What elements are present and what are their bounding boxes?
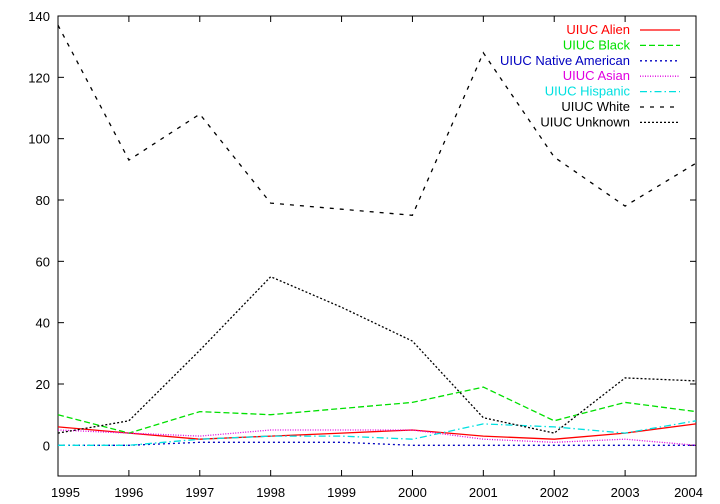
y-tick-label: 80	[36, 193, 50, 208]
legend-label: UIUC Black	[563, 37, 631, 52]
x-tick-label: 2004	[674, 485, 703, 500]
series-line-uiuc-native-american	[58, 441, 696, 446]
y-tick-label: 140	[28, 9, 50, 24]
x-tick-label: 1996	[114, 485, 143, 500]
legend-label: UIUC Asian	[563, 68, 630, 83]
x-tick-label: 1998	[256, 485, 285, 500]
y-tick-label: 20	[36, 377, 50, 392]
y-tick-label: 100	[28, 132, 50, 147]
series-lines	[57, 24, 697, 446]
x-tick-label: 2002	[540, 485, 569, 500]
x-tick-label: 2001	[469, 485, 498, 500]
x-tick-label: 2003	[611, 485, 640, 500]
legend-label: UIUC Unknown	[540, 114, 630, 129]
legend-label: UIUC Alien	[566, 22, 630, 37]
legend-label: UIUC Hispanic	[545, 84, 631, 99]
x-tick-label: 1995	[51, 485, 80, 500]
y-tick-label: 40	[36, 316, 50, 331]
series-line-uiuc-hispanic	[58, 420, 697, 446]
series-line-uiuc-asian	[57, 429, 697, 446]
y-tick-label: 60	[36, 254, 50, 269]
legend-label: UIUC Native American	[500, 53, 630, 68]
x-tick-label: 2000	[398, 485, 427, 500]
series-line-uiuc-alien	[57, 423, 697, 440]
legend-label: UIUC White	[561, 99, 630, 114]
x-tick-label: 1997	[185, 485, 214, 500]
x-tick-label: 1999	[327, 485, 356, 500]
y-tick-label: 0	[43, 438, 50, 453]
y-tick-label: 120	[28, 70, 50, 85]
series-line-uiuc-unknown	[57, 275, 697, 434]
axis-ticks: 0 20 40 60 80 100 120 140 1995 1996 1997 1998 1999 20…	[28, 9, 703, 500]
series-line-uiuc-black	[57, 386, 697, 434]
plot-frame	[57, 15, 697, 477]
